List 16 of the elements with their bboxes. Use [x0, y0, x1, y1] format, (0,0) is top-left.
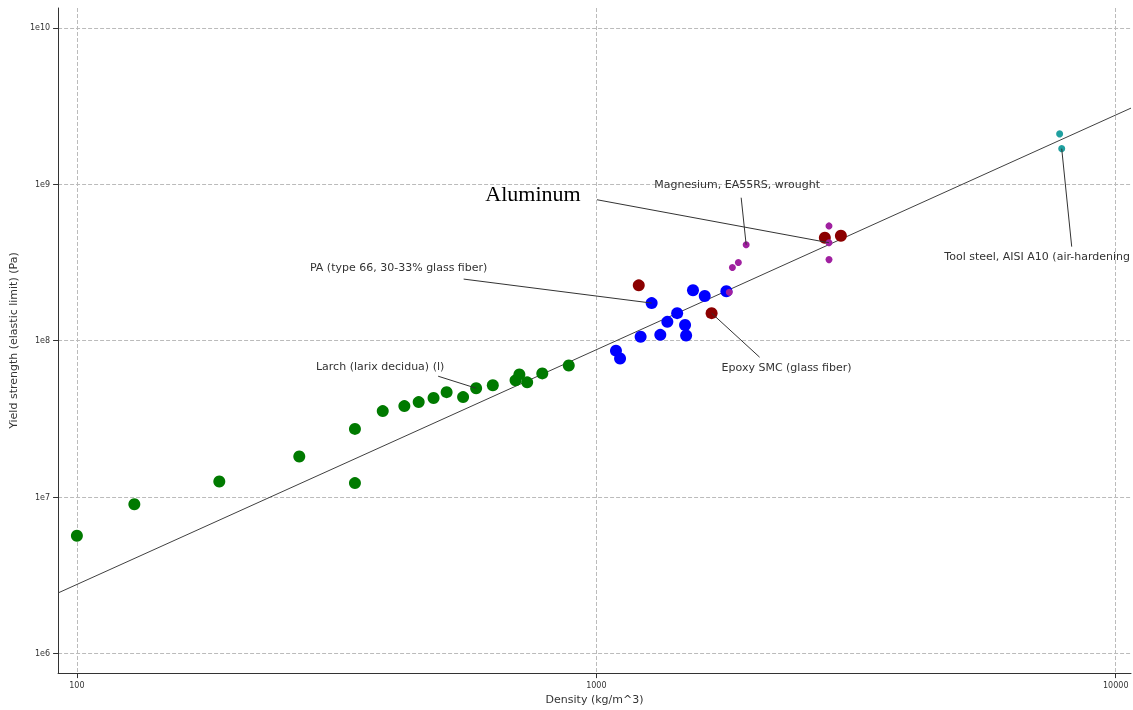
- annotation: Tool steel, AISI A10 (air-hardening: [943, 250, 1130, 264]
- annotation: Aluminum: [485, 181, 581, 207]
- annotation: Magnesium, EA55RS, wrought: [654, 178, 821, 192]
- y-tick-label: 1e6: [34, 649, 51, 659]
- x-axis-title: Density (kg/m^3): [545, 693, 644, 706]
- y-tick-label: 1e9: [34, 179, 51, 189]
- annotation: Epoxy SMC (glass fiber): [721, 360, 852, 374]
- annotation: Larch (larix decidua) (l): [315, 359, 445, 373]
- y-tick-label: 1e7: [34, 492, 51, 502]
- y-axis-title: Yield strength (elastic limit) (Pa): [7, 252, 20, 430]
- annotation: PA (type 66, 30-33% glass fiber): [309, 260, 488, 274]
- x-tick-label: 1000: [586, 680, 607, 690]
- y-tick-label: 1e10: [29, 23, 51, 33]
- x-tick-label: 100: [69, 680, 85, 690]
- x-tick-label: 10000: [1103, 680, 1129, 690]
- y-tick-label: 1e8: [34, 336, 51, 346]
